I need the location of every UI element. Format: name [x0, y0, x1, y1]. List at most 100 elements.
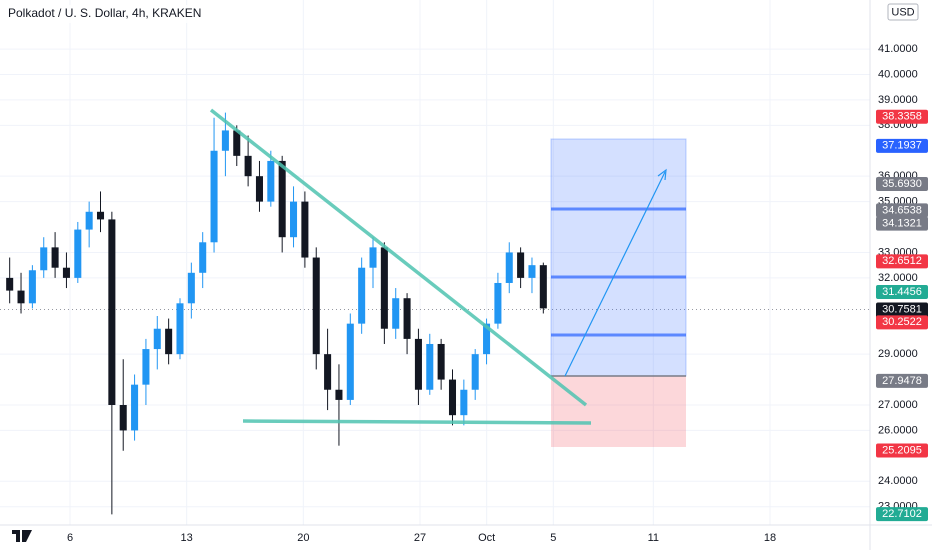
- candle-body: [255, 176, 263, 202]
- candle-body: [187, 272, 195, 304]
- candle-body: [74, 229, 82, 278]
- x-tick-label: 13: [181, 532, 193, 544]
- y-tick-label: 24.0000: [878, 475, 918, 487]
- x-tick-label: 18: [764, 532, 776, 544]
- candle-body: [324, 354, 332, 390]
- candle-body: [51, 247, 59, 268]
- price-badge: [876, 109, 928, 124]
- candle-body: [233, 130, 241, 156]
- price-badge-label: 35.6930: [882, 178, 922, 190]
- logo: [12, 530, 32, 542]
- price-badge: [876, 254, 928, 269]
- price-badge-label: 38.3358: [882, 111, 922, 123]
- candle-body: [437, 343, 445, 380]
- arrow-head: [657, 168, 667, 181]
- price-badge-label: 37.1937: [882, 140, 922, 152]
- x-tick-label: 11: [648, 532, 659, 544]
- y-tick-label: 40.0000: [878, 68, 918, 80]
- price-badge-label: 30.2522: [882, 316, 922, 328]
- candle-body: [426, 343, 434, 390]
- price-badge-label: 34.1321: [882, 218, 922, 230]
- grid: [0, 0, 870, 525]
- price-badge-label: 32.6512: [882, 255, 922, 267]
- x-tick-label: Oct: [478, 532, 495, 544]
- price-badge: [876, 284, 928, 299]
- title-bg: [6, 5, 216, 23]
- price-badge: [876, 443, 928, 458]
- candle-body: [176, 303, 184, 355]
- x-tick-label: 20: [297, 532, 309, 544]
- trendline: [209, 108, 588, 407]
- price-badge: [876, 203, 928, 218]
- candle-body: [96, 211, 105, 220]
- candle-body: [448, 379, 457, 416]
- price-badge: [876, 373, 928, 388]
- candle-body: [244, 155, 252, 177]
- candle-body: [17, 290, 25, 304]
- price-badge-label: 25.2095: [882, 444, 922, 456]
- candle-body: [392, 298, 400, 329]
- candle-body: [517, 252, 525, 278]
- price-badge: [876, 315, 928, 330]
- candle-body: [414, 338, 422, 390]
- support-line: [242, 419, 592, 425]
- x-tick-label: 5: [550, 532, 556, 544]
- candle-body: [483, 323, 491, 355]
- candle-body: [505, 252, 513, 283]
- candle-body: [460, 389, 468, 416]
- candle-body: [335, 389, 343, 400]
- candle-body: [358, 267, 366, 324]
- price-badge-label: 27.9478: [882, 375, 922, 387]
- currency: USD: [891, 6, 914, 18]
- price-badge-label: 31.4456: [882, 286, 922, 298]
- y-tick-label: 26.0000: [878, 424, 918, 436]
- candle-body: [85, 211, 93, 230]
- y-tick-label: 29.0000: [878, 348, 918, 360]
- arrow: [564, 171, 666, 377]
- candle-body: [131, 384, 139, 431]
- price-badge: [876, 138, 928, 153]
- axes: 41.000040.000039.000038.000036.000035.00…: [67, 43, 928, 544]
- candle-body: [369, 247, 377, 268]
- candle-body: [471, 354, 479, 390]
- candle-body: [312, 257, 320, 355]
- chart-title: Polkadot / U. S. Dollar, 4h, KRAKEN: [8, 6, 201, 20]
- candle-body: [142, 349, 150, 385]
- candle-body: [403, 298, 411, 339]
- price-badge-label: 34.6538: [882, 204, 922, 216]
- y-tick-label: 32.0000: [878, 272, 918, 284]
- candle-body: [267, 160, 275, 202]
- y-tick-label: 41.0000: [878, 43, 918, 55]
- candle-body: [539, 265, 547, 309]
- y-tick-label: 27.0000: [878, 399, 918, 411]
- price-badge: [876, 507, 928, 522]
- candle-body: [165, 328, 173, 355]
- candle-body: [278, 160, 286, 238]
- stop-zone: [551, 376, 686, 447]
- y-tick-label: 39.0000: [878, 94, 918, 106]
- price-badge-label: 22.7102: [882, 508, 922, 520]
- candle-body: [528, 265, 536, 278]
- candle-body: [221, 130, 229, 151]
- price-badge-label: 30.7581: [882, 303, 922, 315]
- candle-body: [28, 270, 36, 304]
- candle-body: [62, 267, 70, 278]
- candle-body: [380, 247, 388, 329]
- candle-body: [210, 150, 218, 243]
- candle-body: [301, 201, 309, 258]
- candle-body: [6, 277, 14, 291]
- x-tick-label: 6: [67, 532, 73, 544]
- candle-body: [346, 323, 354, 400]
- candle-body: [119, 405, 127, 431]
- candle-body: [199, 242, 207, 273]
- candles: [6, 112, 547, 515]
- candle-body: [153, 328, 161, 350]
- currency-box: [887, 3, 919, 21]
- price-badge: [876, 216, 928, 231]
- x-tick-label: 27: [414, 532, 426, 544]
- candle-body: [494, 282, 502, 324]
- candle-body: [40, 247, 48, 271]
- price-badge: [876, 176, 928, 191]
